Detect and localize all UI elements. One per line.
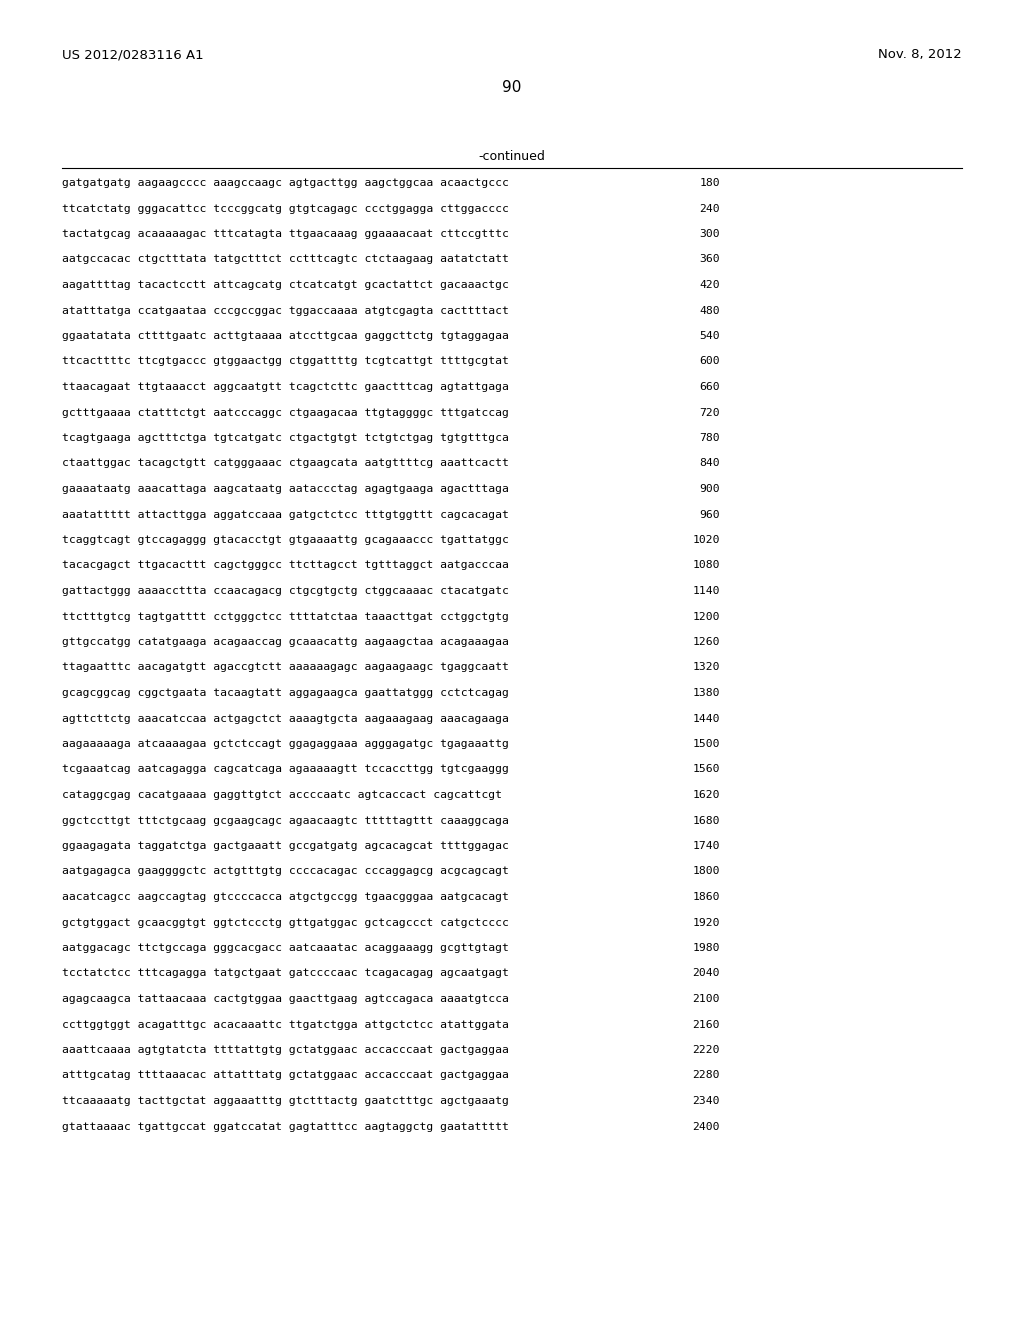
Text: 900: 900 xyxy=(699,484,720,494)
Text: gattactggg aaaaccttta ccaacagacg ctgcgtgctg ctggcaaaac ctacatgatc: gattactggg aaaaccttta ccaacagacg ctgcgtg… xyxy=(62,586,509,597)
Text: gaaaataatg aaacattaga aagcataatg aataccctag agagtgaaga agactttaga: gaaaataatg aaacattaga aagcataatg aataccc… xyxy=(62,484,509,494)
Text: US 2012/0283116 A1: US 2012/0283116 A1 xyxy=(62,48,204,61)
Text: 780: 780 xyxy=(699,433,720,444)
Text: ttcatctatg gggacattcc tcccggcatg gtgtcagagc ccctggagga cttggacccc: ttcatctatg gggacattcc tcccggcatg gtgtcag… xyxy=(62,203,509,214)
Text: 360: 360 xyxy=(699,255,720,264)
Text: ttcacttttc ttcgtgaccc gtggaactgg ctggattttg tcgtcattgt ttttgcgtat: ttcacttttc ttcgtgaccc gtggaactgg ctggatt… xyxy=(62,356,509,367)
Text: 720: 720 xyxy=(699,408,720,417)
Text: ccttggtggt acagatttgc acacaaattc ttgatctgga attgctctcc atattggata: ccttggtggt acagatttgc acacaaattc ttgatct… xyxy=(62,1019,509,1030)
Text: cataggcgag cacatgaaaa gaggttgtct accccaatc agtcaccact cagcattcgt: cataggcgag cacatgaaaa gaggttgtct accccaa… xyxy=(62,789,502,800)
Text: 1740: 1740 xyxy=(692,841,720,851)
Text: aagattttag tacactcctt attcagcatg ctcatcatgt gcactattct gacaaactgc: aagattttag tacactcctt attcagcatg ctcatca… xyxy=(62,280,509,290)
Text: tcctatctcc tttcagagga tatgctgaat gatccccaac tcagacagag agcaatgagt: tcctatctcc tttcagagga tatgctgaat gatcccc… xyxy=(62,969,509,978)
Text: aatgagagca gaaggggctc actgtttgtg ccccacagac cccaggagcg acgcagcagt: aatgagagca gaaggggctc actgtttgtg ccccaca… xyxy=(62,866,509,876)
Text: 1380: 1380 xyxy=(692,688,720,698)
Text: gcagcggcag cggctgaata tacaagtatt aggagaagca gaattatggg cctctcagag: gcagcggcag cggctgaata tacaagtatt aggagaa… xyxy=(62,688,509,698)
Text: 90: 90 xyxy=(503,81,521,95)
Text: ggaatatata cttttgaatc acttgtaaaa atccttgcaa gaggcttctg tgtaggagaa: ggaatatata cttttgaatc acttgtaaaa atccttg… xyxy=(62,331,509,341)
Text: 600: 600 xyxy=(699,356,720,367)
Text: aatgccacac ctgctttata tatgctttct cctttcagtc ctctaagaag aatatctatt: aatgccacac ctgctttata tatgctttct cctttca… xyxy=(62,255,509,264)
Text: 2160: 2160 xyxy=(692,1019,720,1030)
Text: 1500: 1500 xyxy=(692,739,720,748)
Text: 480: 480 xyxy=(699,305,720,315)
Text: 1080: 1080 xyxy=(692,561,720,570)
Text: -continued: -continued xyxy=(478,150,546,162)
Text: 1980: 1980 xyxy=(692,942,720,953)
Text: 1800: 1800 xyxy=(692,866,720,876)
Text: tacacgagct ttgacacttt cagctgggcc ttcttagcct tgtttaggct aatgacccaa: tacacgagct ttgacacttt cagctgggcc ttcttag… xyxy=(62,561,509,570)
Text: 2220: 2220 xyxy=(692,1045,720,1055)
Text: 1920: 1920 xyxy=(692,917,720,928)
Text: ttctttgtcg tagtgatttt cctgggctcc ttttatctaa taaacttgat cctggctgtg: ttctttgtcg tagtgatttt cctgggctcc ttttatc… xyxy=(62,611,509,622)
Text: 1140: 1140 xyxy=(692,586,720,597)
Text: 1020: 1020 xyxy=(692,535,720,545)
Text: 1320: 1320 xyxy=(692,663,720,672)
Text: atatttatga ccatgaataa cccgccggac tggaccaaaa atgtcgagta cacttttact: atatttatga ccatgaataa cccgccggac tggacca… xyxy=(62,305,509,315)
Text: 1680: 1680 xyxy=(692,816,720,825)
Text: aaatattttt attacttgga aggatccaaa gatgctctcc tttgtggttt cagcacagat: aaatattttt attacttgga aggatccaaa gatgctc… xyxy=(62,510,509,520)
Text: 2040: 2040 xyxy=(692,969,720,978)
Text: ttcaaaaatg tacttgctat aggaaatttg gtctttactg gaatctttgc agctgaaatg: ttcaaaaatg tacttgctat aggaaatttg gtcttta… xyxy=(62,1096,509,1106)
Text: 300: 300 xyxy=(699,228,720,239)
Text: ttagaatttc aacagatgtt agaccgtctt aaaaaagagc aagaagaagc tgaggcaatt: ttagaatttc aacagatgtt agaccgtctt aaaaaag… xyxy=(62,663,509,672)
Text: 1620: 1620 xyxy=(692,789,720,800)
Text: 1440: 1440 xyxy=(692,714,720,723)
Text: 2280: 2280 xyxy=(692,1071,720,1081)
Text: 1560: 1560 xyxy=(692,764,720,775)
Text: Nov. 8, 2012: Nov. 8, 2012 xyxy=(879,48,962,61)
Text: ctaattggac tacagctgtt catgggaaac ctgaagcata aatgttttcg aaattcactt: ctaattggac tacagctgtt catgggaaac ctgaagc… xyxy=(62,458,509,469)
Text: 2340: 2340 xyxy=(692,1096,720,1106)
Text: 420: 420 xyxy=(699,280,720,290)
Text: tactatgcag acaaaaagac tttcatagta ttgaacaaag ggaaaacaat cttccgtttc: tactatgcag acaaaaagac tttcatagta ttgaaca… xyxy=(62,228,509,239)
Text: 1260: 1260 xyxy=(692,638,720,647)
Text: aatggacagc ttctgccaga gggcacgacc aatcaaatac acaggaaagg gcgttgtagt: aatggacagc ttctgccaga gggcacgacc aatcaaa… xyxy=(62,942,509,953)
Text: gtattaaaac tgattgccat ggatccatat gagtatttcc aagtaggctg gaatattttt: gtattaaaac tgattgccat ggatccatat gagtatt… xyxy=(62,1122,509,1131)
Text: tcgaaatcag aatcagagga cagcatcaga agaaaaagtt tccaccttgg tgtcgaaggg: tcgaaatcag aatcagagga cagcatcaga agaaaaa… xyxy=(62,764,509,775)
Text: 660: 660 xyxy=(699,381,720,392)
Text: gatgatgatg aagaagcccc aaagccaagc agtgacttgg aagctggcaa acaactgccc: gatgatgatg aagaagcccc aaagccaagc agtgact… xyxy=(62,178,509,187)
Text: 540: 540 xyxy=(699,331,720,341)
Text: gttgccatgg catatgaaga acagaaccag gcaaacattg aagaagctaa acagaaagaa: gttgccatgg catatgaaga acagaaccag gcaaaca… xyxy=(62,638,509,647)
Text: 2400: 2400 xyxy=(692,1122,720,1131)
Text: agagcaagca tattaacaaa cactgtggaa gaacttgaag agtccagaca aaaatgtcca: agagcaagca tattaacaaa cactgtggaa gaacttg… xyxy=(62,994,509,1005)
Text: aagaaaaaga atcaaaagaa gctctccagt ggagaggaaa agggagatgc tgagaaattg: aagaaaaaga atcaaaagaa gctctccagt ggagagg… xyxy=(62,739,509,748)
Text: 180: 180 xyxy=(699,178,720,187)
Text: ttaacagaat ttgtaaacct aggcaatgtt tcagctcttc gaactttcag agtattgaga: ttaacagaat ttgtaaacct aggcaatgtt tcagctc… xyxy=(62,381,509,392)
Text: 960: 960 xyxy=(699,510,720,520)
Text: 840: 840 xyxy=(699,458,720,469)
Text: aacatcagcc aagccagtag gtccccacca atgctgccgg tgaacgggaa aatgcacagt: aacatcagcc aagccagtag gtccccacca atgctgc… xyxy=(62,892,509,902)
Text: atttgcatag ttttaaacac attatttatg gctatggaac accacccaat gactgaggaa: atttgcatag ttttaaacac attatttatg gctatgg… xyxy=(62,1071,509,1081)
Text: ggaagagata taggatctga gactgaaatt gccgatgatg agcacagcat ttttggagac: ggaagagata taggatctga gactgaaatt gccgatg… xyxy=(62,841,509,851)
Text: aaattcaaaa agtgtatcta ttttattgtg gctatggaac accacccaat gactgaggaa: aaattcaaaa agtgtatcta ttttattgtg gctatgg… xyxy=(62,1045,509,1055)
Text: gctgtggact gcaacggtgt ggtctccctg gttgatggac gctcagccct catgctcccc: gctgtggact gcaacggtgt ggtctccctg gttgatg… xyxy=(62,917,509,928)
Text: 1860: 1860 xyxy=(692,892,720,902)
Text: tcagtgaaga agctttctga tgtcatgatc ctgactgtgt tctgtctgag tgtgtttgca: tcagtgaaga agctttctga tgtcatgatc ctgactg… xyxy=(62,433,509,444)
Text: 1200: 1200 xyxy=(692,611,720,622)
Text: tcaggtcagt gtccagaggg gtacacctgt gtgaaaattg gcagaaaccc tgattatggc: tcaggtcagt gtccagaggg gtacacctgt gtgaaaa… xyxy=(62,535,509,545)
Text: 2100: 2100 xyxy=(692,994,720,1005)
Text: ggctccttgt tttctgcaag gcgaagcagc agaacaagtc tttttagttt caaaggcaga: ggctccttgt tttctgcaag gcgaagcagc agaacaa… xyxy=(62,816,509,825)
Text: gctttgaaaa ctatttctgt aatcccaggc ctgaagacaa ttgtaggggc tttgatccag: gctttgaaaa ctatttctgt aatcccaggc ctgaaga… xyxy=(62,408,509,417)
Text: agttcttctg aaacatccaa actgagctct aaaagtgcta aagaaagaag aaacagaaga: agttcttctg aaacatccaa actgagctct aaaagtg… xyxy=(62,714,509,723)
Text: 240: 240 xyxy=(699,203,720,214)
